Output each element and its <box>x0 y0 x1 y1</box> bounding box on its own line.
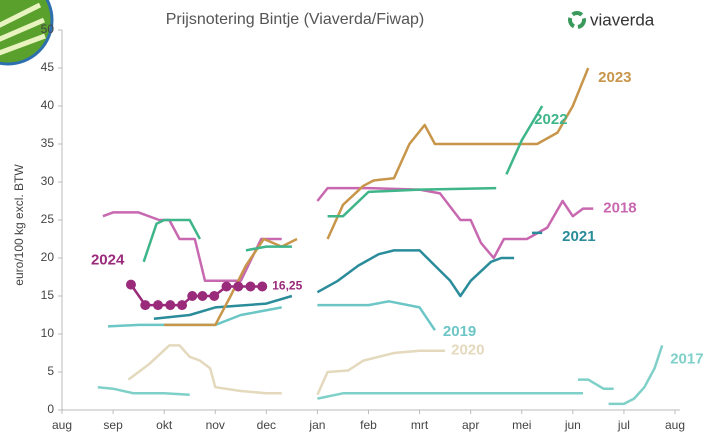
series-line <box>103 188 593 281</box>
y-tick-label: 25 <box>41 212 55 226</box>
y-tick-label: 5 <box>47 364 54 378</box>
series-line <box>98 345 662 404</box>
x-tick-label: sep <box>103 418 123 432</box>
x-tick-label: nov <box>206 418 225 432</box>
point-marker <box>257 282 267 292</box>
chart: Prijsnotering Bintje (Viaverda/Fiwap) vi… <box>0 0 706 437</box>
series-label: 2017 <box>670 350 703 367</box>
y-tick-label: 20 <box>41 250 55 264</box>
x-tick-label: aug <box>52 418 72 432</box>
point-marker <box>177 300 187 310</box>
x-tick-label: apr <box>462 418 479 432</box>
x-tick-label: aug <box>665 418 685 432</box>
series-label: 2018 <box>603 200 636 217</box>
y-tick-label: 0 <box>47 402 54 416</box>
y-tick-label: 35 <box>41 136 55 150</box>
x-tick-label: okt <box>156 418 173 432</box>
x-tick-label: jun <box>564 418 581 432</box>
brand-name: viaverda <box>590 10 655 29</box>
data-label: 16,25 <box>272 279 302 293</box>
point-marker <box>187 291 197 301</box>
point-marker <box>126 280 136 290</box>
y-tick-label: 50 <box>41 22 55 36</box>
series-label: 2021 <box>562 228 595 245</box>
series-label: 2022 <box>534 111 567 128</box>
y-axis-label: euro/100 kg excl. BTW <box>12 164 26 286</box>
x-tick-label: feb <box>360 418 377 432</box>
point-marker <box>140 300 150 310</box>
point-marker <box>221 282 231 292</box>
series-line <box>128 345 445 394</box>
point-marker <box>209 291 219 301</box>
series-label: 2020 <box>451 342 484 359</box>
y-tick-label: 15 <box>41 288 55 302</box>
series-label: 2023 <box>598 69 631 86</box>
brand-logo: viaverda <box>570 10 655 29</box>
series-line <box>144 106 543 262</box>
point-marker <box>165 300 175 310</box>
y-tick-label: 10 <box>41 326 55 340</box>
x-tick-label: jul <box>617 418 630 432</box>
x-tick-label: mrt <box>411 418 429 432</box>
x-tick-label: dec <box>257 418 276 432</box>
series-label: 2024 <box>91 252 125 269</box>
point-marker <box>197 291 207 301</box>
x-tick-label: mei <box>512 418 531 432</box>
y-tick-label: 40 <box>41 98 55 112</box>
point-marker <box>233 282 243 292</box>
y-tick-label: 45 <box>41 60 55 74</box>
series-label: 2019 <box>443 323 476 340</box>
chart-title: Prijsnotering Bintje (Viaverda/Fiwap) <box>166 11 424 28</box>
point-marker <box>245 282 255 292</box>
y-tick-label: 30 <box>41 174 55 188</box>
x-tick-label: jan <box>308 418 325 432</box>
point-marker <box>153 300 163 310</box>
